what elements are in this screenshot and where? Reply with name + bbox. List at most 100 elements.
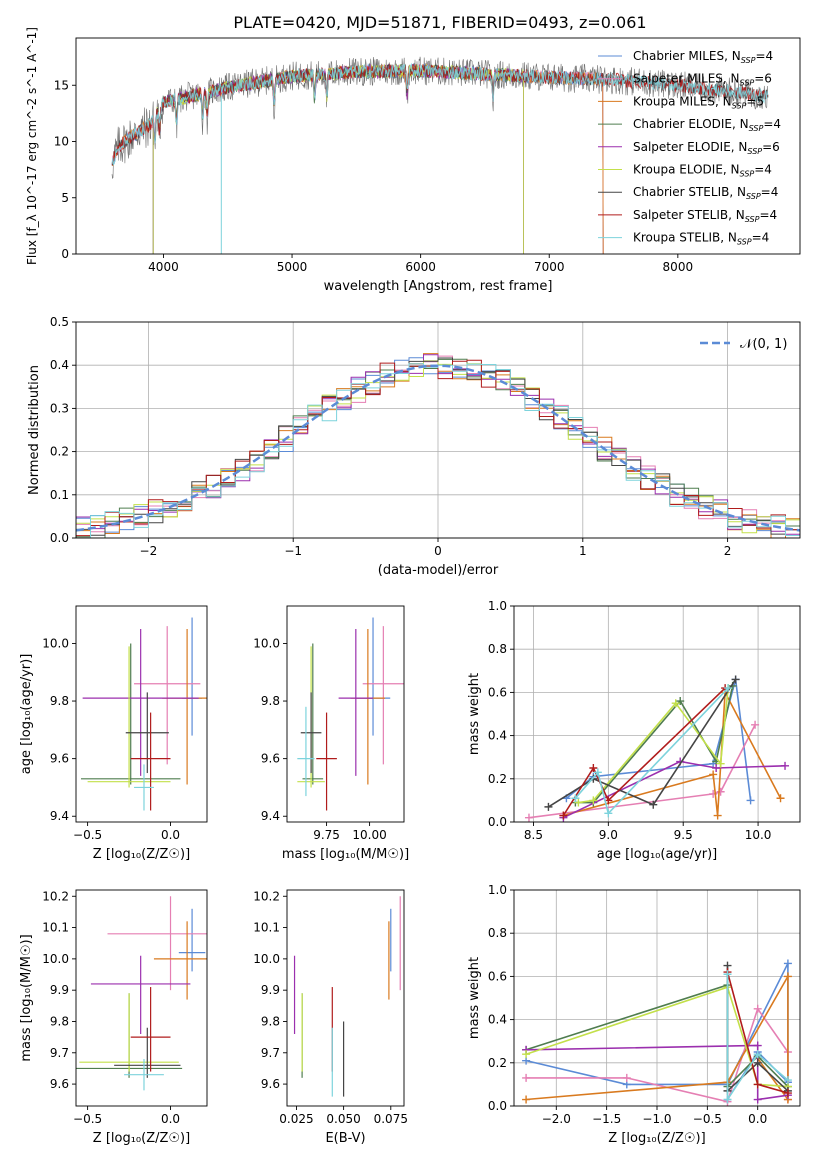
axes-residual_histogram: −2 −1 0 1 2 0.0 0.1 0.2 0.3 0.4 0.5 (data-model)/er… <box>27 315 801 578</box>
series-marker-salpeter_miles <box>622 1073 631 1082</box>
y-tick-label: 0.0 <box>488 1099 507 1113</box>
model-spectrum-kroupa_stelib <box>111 62 769 166</box>
x-tick-label: −2 <box>140 544 158 558</box>
axes-frame <box>513 605 801 823</box>
y-tick-label: 10.0 <box>42 636 69 650</box>
y-tick-label: 0.0 <box>50 531 69 545</box>
legend-label: Chabrier MILES, NSSP=4 <box>633 49 773 65</box>
legend-label: Salpeter MILES, NSSP=6 <box>633 72 772 88</box>
series-marker-chabrier_stelib <box>589 774 598 783</box>
plot-area <box>524 675 790 822</box>
series-marker-salpeter_miles <box>524 813 533 822</box>
spectrum-legend: Chabrier MILES, NSSP=4 Salpeter MILES, NS… <box>598 49 781 247</box>
x-tick-label: −2.0 <box>542 1112 571 1126</box>
series-marker-kroupa_stelib <box>724 684 733 693</box>
y-tick-label: 0.3 <box>50 401 69 415</box>
series-marker-salpeter_stelib <box>783 1089 792 1098</box>
y-tick-label: 9.9 <box>261 983 280 997</box>
y-axis-label: Flux [f_λ 10^-17 erg cm^-2 s^-1 A^-1] <box>25 27 39 265</box>
series-marker-kroupa_stelib <box>783 1076 792 1085</box>
x-tick-label: 0.0 <box>748 1112 767 1126</box>
series-line-chabrier_stelib <box>547 678 737 808</box>
y-tick-label: 0 <box>61 247 69 261</box>
axes-frame <box>75 889 208 1107</box>
x-axis-label: E(B-V) <box>325 1131 365 1146</box>
axes-frame <box>75 37 801 255</box>
y-tick-label: 10.0 <box>253 952 280 966</box>
y-tick-label: 10.2 <box>42 889 69 903</box>
y-tick-label: 9.8 <box>50 1014 69 1028</box>
x-tick-label: 6000 <box>405 260 436 274</box>
x-tick-label: 0.075 <box>374 1112 408 1126</box>
plot-area <box>293 896 401 1097</box>
y-tick-label: 10.0 <box>253 636 280 650</box>
x-tick-label: 0.025 <box>279 1112 313 1126</box>
series-marker-kroupa_elodie <box>716 759 725 768</box>
x-tick-label: 5000 <box>277 260 308 274</box>
y-tick-label: 0.2 <box>488 772 507 786</box>
y-tick-label: 9.4 <box>261 809 280 823</box>
x-tick-label: −1.5 <box>592 1112 621 1126</box>
legend-label: Salpeter ELODIE, NSSP=6 <box>633 140 780 156</box>
y-tick-label: 0.0 <box>488 815 507 829</box>
series-marker-kroupa_stelib <box>593 768 602 777</box>
x-axis-label: mass [log₁₀(M/M☉)] <box>282 847 409 862</box>
legend-label: Salpeter STELIB, NSSP=4 <box>633 208 777 224</box>
series-marker-salpeter_elodie <box>712 764 721 772</box>
x-tick-label: 9.0 <box>599 828 618 842</box>
y-tick-label: 10.1 <box>253 921 280 935</box>
legend-label: Kroupa STELIB, NSSP=4 <box>633 231 769 247</box>
x-axis-label: (data-model)/error <box>378 563 499 578</box>
series-line-salpeter_miles <box>528 724 756 819</box>
y-tick-label: 9.6 <box>261 1077 280 1091</box>
series-marker-chabrier_stelib <box>649 800 658 809</box>
x-axis-label: wavelength [Angstrom, rest frame] <box>324 279 553 294</box>
y-tick-label: 5 <box>61 191 69 205</box>
y-tick-label: 10.0 <box>42 952 69 966</box>
x-tick-label: 10.00 <box>352 828 386 842</box>
series-marker-salpeter_stelib <box>559 811 568 820</box>
x-tick-label: 7000 <box>534 260 565 274</box>
series-marker-salpeter_elodie <box>753 1095 762 1104</box>
x-tick-label: 0.0 <box>161 1112 180 1126</box>
x-tick-label: −0.5 <box>73 828 102 842</box>
y-tick-label: 0.4 <box>488 1013 507 1027</box>
y-tick-label: 0.4 <box>50 358 69 372</box>
series-line-kroupa_stelib <box>574 687 729 815</box>
x-axis-label: Z [log₁₀(Z/Z☉)] <box>608 1131 705 1146</box>
series-marker-salpeter_miles <box>716 787 725 796</box>
y-tick-label: 15 <box>54 78 69 92</box>
legend-label: Chabrier STELIB, NSSP=4 <box>633 185 778 201</box>
series-marker-salpeter_miles <box>753 1004 762 1013</box>
series-marker-chabrier_stelib <box>731 675 740 684</box>
axes-mass_vs_ebv: 0.025 0.050 0.075 9.6 9.7 9.8 9.9 10.0 10.1 10.2 E… <box>253 889 408 1146</box>
series-marker-chabrier_elodie <box>676 697 685 706</box>
x-tick-label: 0.050 <box>326 1112 360 1126</box>
y-tick-label: 9.6 <box>261 752 280 766</box>
legend-label: 𝒩(0, 1) <box>740 337 787 352</box>
series-marker-salpeter_elodie <box>781 761 790 770</box>
series-marker-salpeter_stelib <box>753 1080 762 1089</box>
y-tick-label: 0.2 <box>488 1056 507 1070</box>
plot-area <box>76 353 800 538</box>
series-marker-salpeter_miles <box>751 720 760 729</box>
y-tick-label: 9.7 <box>50 1046 69 1060</box>
y-tick-label: 1.0 <box>488 599 507 613</box>
y-tick-label: 9.9 <box>50 983 69 997</box>
series-line-kroupa_elodie <box>525 986 788 1088</box>
series-marker-chabrier_miles <box>783 959 792 968</box>
series-marker-kroupa_miles <box>522 1095 531 1104</box>
y-tick-label: 9.8 <box>50 694 69 708</box>
series-marker-kroupa_stelib <box>753 1050 762 1059</box>
axes-age_vs_mass: 9.75 10.00 9.4 9.6 9.8 10.0 mass [log₁₀(M/M☉)] <box>253 605 409 862</box>
series-marker-salpeter_miles <box>522 1073 531 1082</box>
x-tick-label: −1.0 <box>642 1112 671 1126</box>
series-marker-kroupa_stelib <box>723 1095 732 1104</box>
y-axis-label: Normed distribution <box>27 365 42 495</box>
y-tick-label: 9.8 <box>261 1014 280 1028</box>
y-tick-label: 0.6 <box>488 685 507 699</box>
y-tick-label: 9.6 <box>50 1077 69 1091</box>
y-tick-label: 0.5 <box>50 315 69 329</box>
legend-label: Kroupa ELODIE, NSSP=4 <box>633 163 772 179</box>
